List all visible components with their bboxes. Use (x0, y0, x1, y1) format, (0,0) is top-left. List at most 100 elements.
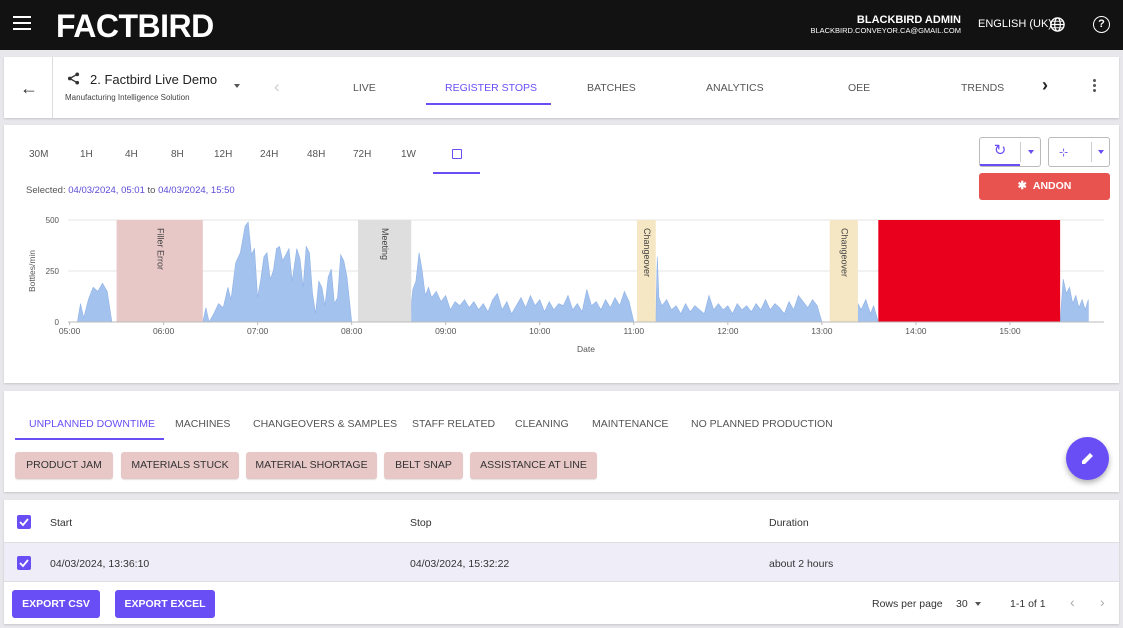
x-tick-label: 07:00 (247, 326, 269, 336)
globe-icon[interactable] (1050, 17, 1065, 32)
x-tick-label: 08:00 (341, 326, 363, 336)
factbird-logo[interactable]: FACTBIRD (56, 8, 214, 44)
row-checkbox[interactable] (17, 556, 31, 570)
refresh-icon[interactable]: ↻ (980, 138, 1020, 166)
range-1w[interactable]: 1W (401, 149, 416, 160)
user-name: BLACKBIRD ADMIN (856, 14, 961, 26)
reason-tab-changeovers-samples[interactable]: CHANGEOVERS & SAMPLES (253, 418, 398, 430)
y-tick-label: 250 (46, 267, 60, 276)
select-all-checkbox[interactable] (17, 515, 31, 529)
range-1h[interactable]: 1H (80, 149, 93, 160)
production-chart[interactable]: Filler Error Meeting Changeover Changeover 0… (4, 203, 1119, 363)
check-icon (19, 559, 29, 568)
range-24h[interactable]: 24H (260, 149, 279, 160)
selected-to[interactable]: 04/03/2024, 15:50 (158, 185, 235, 196)
stop-band (878, 220, 1061, 322)
tab-trends[interactable]: TRENDS (961, 82, 1005, 94)
prev-page-icon[interactable]: ‹ (1070, 594, 1075, 610)
line-dropdown-caret-icon[interactable] (234, 84, 240, 88)
reason-chip-material-shortage[interactable]: MATERIAL SHORTAGE (246, 452, 377, 479)
table-row[interactable]: 04/03/2024, 13:36:10 04/03/2024, 15:32:2… (4, 542, 1119, 582)
divider (1091, 142, 1092, 162)
refresh-dropdown-caret-icon[interactable] (1028, 150, 1034, 154)
export-excel-button[interactable]: EXPORT EXCEL (115, 590, 215, 618)
stop-label: Filler Error (155, 228, 165, 270)
export-csv-button[interactable]: EXPORT CSV (12, 590, 100, 618)
andon-label: ANDON (1032, 180, 1072, 192)
tab-register-stops[interactable]: REGISTER STOPS (445, 82, 537, 94)
rows-per-page-select[interactable]: 30 (956, 598, 968, 610)
reason-tab-cleaning[interactable]: CLEANING (515, 418, 569, 430)
refresh-button-group: ↻ (979, 137, 1041, 167)
active-reason-tab-indicator (15, 438, 164, 440)
edit-fab-button[interactable] (1066, 437, 1109, 480)
reason-tab-staff-related[interactable]: STAFF RELATED (412, 418, 496, 430)
divider (1020, 142, 1021, 162)
top-app-bar: FACTBIRD BLACKBIRD ADMIN BLACKBIRD.CONVE… (0, 0, 1123, 50)
y-axis-label: Bottles/min (27, 250, 37, 292)
hamburger-menu-icon[interactable] (13, 16, 31, 34)
cell-start: 04/03/2024, 13:36:10 (50, 558, 150, 570)
stop-label: Changeover (642, 228, 652, 277)
reason-tab-unplanned-downtime[interactable]: UNPLANNED DOWNTIME (29, 418, 156, 430)
column-header-stop[interactable]: Stop (410, 517, 432, 529)
tab-oee[interactable]: OEE (848, 82, 871, 94)
calendar-icon[interactable] (452, 149, 462, 159)
reason-tab-maintenance[interactable]: MAINTENANCE (592, 418, 669, 430)
sensor-select-button-group: ⊹ (1048, 137, 1110, 167)
stop-band (829, 220, 858, 322)
column-header-duration[interactable]: Duration (769, 517, 809, 529)
more-vert-icon[interactable] (1093, 79, 1096, 94)
selected-range-text: Selected: 04/03/2024, 05:01 to 04/03/202… (26, 185, 235, 196)
x-tick-label: 06:00 (153, 326, 175, 336)
pencil-icon (1082, 453, 1093, 464)
reason-chip-assistance-at-line[interactable]: ASSISTANCE AT LINE (470, 452, 597, 479)
reason-tab-no-planned-production[interactable]: NO PLANNED PRODUCTION (691, 418, 833, 430)
y-tick-label: 0 (55, 318, 60, 327)
tab-batches[interactable]: BATCHES (587, 82, 636, 94)
tabs-prev-chevron-icon[interactable]: ‹ (274, 77, 280, 96)
cell-duration: about 2 hours (769, 558, 834, 570)
help-icon[interactable]: ? (1093, 16, 1110, 33)
x-tick-label: 12:00 (717, 326, 739, 336)
range-30m[interactable]: 30M (29, 149, 49, 160)
x-tick-label: 05:00 (59, 326, 81, 336)
column-header-start[interactable]: Start (50, 517, 73, 529)
user-email: BLACKBIRD.CONVEYOR.CA@GMAIL.COM (810, 26, 961, 35)
user-account[interactable]: BLACKBIRD ADMIN BLACKBIRD.CONVEYOR.CA@GM… (810, 14, 961, 35)
cell-stop: 04/03/2024, 15:32:22 (410, 558, 510, 570)
series-area (77, 221, 1089, 323)
back-arrow-icon[interactable]: ← (20, 78, 38, 98)
range-12h[interactable]: 12H (214, 149, 233, 160)
stop-band (116, 220, 203, 322)
next-page-icon[interactable]: › (1100, 594, 1105, 610)
sensor-icon[interactable]: ⊹ (1059, 147, 1069, 159)
reason-chip-product-jam[interactable]: PRODUCT JAM (15, 452, 113, 479)
x-tick-label: 10:00 (529, 326, 551, 336)
y-tick-label: 500 (46, 216, 60, 225)
sensor-dropdown-caret-icon[interactable] (1098, 150, 1104, 154)
active-tab-indicator (426, 103, 551, 105)
selected-from[interactable]: 04/03/2024, 05:01 (68, 185, 145, 196)
range-48h[interactable]: 48H (307, 149, 326, 160)
range-72h[interactable]: 72H (353, 149, 372, 160)
range-8h[interactable]: 8H (171, 149, 184, 160)
production-line-icon (67, 72, 80, 85)
range-4h[interactable]: 4H (125, 149, 138, 160)
x-tick-label: 09:00 (435, 326, 457, 336)
line-title[interactable]: 2. Factbird Live Demo (90, 72, 218, 87)
reason-chip-materials-stuck[interactable]: MATERIALS STUCK (121, 452, 239, 479)
stop-label: Changeover (839, 228, 849, 277)
line-navigation-card: ← 2. Factbird Live Demo Manufacturing In… (4, 57, 1119, 118)
tab-analytics[interactable]: ANALYTICS (706, 82, 764, 94)
production-chart-card: 30M 1H 4H 8H 12H 24H 48H 72H 1W Selected… (4, 125, 1119, 383)
rows-per-page-caret-icon[interactable] (975, 602, 981, 606)
reason-tab-machines[interactable]: MACHINES (175, 418, 231, 430)
tabs-next-chevron-icon[interactable]: › (1042, 75, 1048, 95)
language-selector[interactable]: ENGLISH (UK) (978, 18, 1052, 30)
tab-live[interactable]: LIVE (353, 82, 376, 94)
x-tick-label: 13:00 (811, 326, 833, 336)
stop-band (636, 220, 656, 322)
reason-chip-belt-snap[interactable]: BELT SNAP (384, 452, 463, 479)
andon-button[interactable]: ✱ ANDON (979, 173, 1110, 200)
